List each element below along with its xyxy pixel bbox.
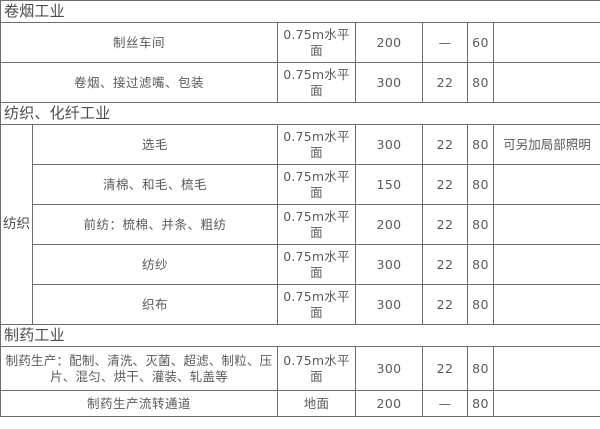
table-row: 前纺：梳棉、并条、粗纺 0.75m水平面 200 22 80 <box>1 204 600 245</box>
reference-plane: 0.75m水平面 <box>277 124 356 165</box>
section-header-row-tobacco: 卷烟工业 <box>0 0 600 23</box>
task-name: 选毛 <box>32 124 278 165</box>
ra-value: 80 <box>467 204 494 245</box>
ugr-value: 22 <box>422 124 468 165</box>
section-header-row-textile: 纺织、化纤工业 <box>0 102 600 125</box>
ra-value: 80 <box>467 62 494 103</box>
ugr-value: — <box>422 390 468 417</box>
illuminance-value: 300 <box>355 124 423 165</box>
illuminance-value: 300 <box>355 62 423 103</box>
illuminance-value: 300 <box>355 346 423 391</box>
task-name: 纺纱 <box>32 244 278 285</box>
remark-cell <box>492 284 600 325</box>
section-title-textile: 纺织、化纤工业 <box>0 102 600 125</box>
ra-value: 80 <box>467 284 494 325</box>
table-row: 纺纱 0.75m水平面 300 22 80 <box>1 244 600 285</box>
table-row: 卷烟、接过滤嘴、包装 0.75m水平面 300 22 80 <box>0 62 600 103</box>
remark-cell <box>492 244 600 285</box>
section-title-tobacco: 卷烟工业 <box>0 0 600 23</box>
remark-cell <box>492 164 600 205</box>
illuminance-value: 150 <box>355 164 423 205</box>
section-header-row-pharma: 制药工业 <box>0 324 600 347</box>
section-title-pharma: 制药工业 <box>0 324 600 347</box>
reference-plane: 0.75m水平面 <box>277 204 356 245</box>
illuminance-value: 200 <box>355 22 423 63</box>
reference-plane: 0.75m水平面 <box>277 164 356 205</box>
task-name: 制丝车间 <box>0 22 278 63</box>
task-name: 织布 <box>32 284 278 325</box>
ugr-value: 22 <box>422 62 468 103</box>
ugr-value: 22 <box>422 346 468 391</box>
table-row: 制药生产流转通道 地面 200 — 80 <box>0 390 600 417</box>
illuminance-value: 300 <box>355 244 423 285</box>
group-label-textile: 纺织 <box>0 124 33 325</box>
reference-plane: 0.75m水平面 <box>277 346 356 391</box>
ra-value: 80 <box>467 164 494 205</box>
remark-cell <box>492 390 600 417</box>
reference-plane: 0.75m水平面 <box>277 62 356 103</box>
ra-value: 80 <box>467 244 494 285</box>
table-row: 制药生产：配制、清洗、灭菌、超滤、制粒、压片、混匀、烘干、灌装、轧盖等 0.75… <box>0 346 600 391</box>
ra-value: 60 <box>467 22 494 63</box>
reference-plane: 0.75m水平面 <box>277 22 356 63</box>
reference-plane: 0.75m水平面 <box>277 284 356 325</box>
remark-cell <box>492 62 600 103</box>
reference-plane: 0.75m水平面 <box>277 244 356 285</box>
reference-plane: 地面 <box>277 390 356 417</box>
illuminance-value: 200 <box>355 204 423 245</box>
remark-cell <box>492 22 600 63</box>
task-name: 前纺：梳棉、并条、粗纺 <box>32 204 278 245</box>
table-row: 制丝车间 0.75m水平面 200 — 60 <box>0 22 600 63</box>
ugr-value: 22 <box>422 284 468 325</box>
remark-cell: 可另加局部照明 <box>492 124 600 165</box>
illuminance-value: 300 <box>355 284 423 325</box>
task-name: 卷烟、接过滤嘴、包装 <box>0 62 278 103</box>
ugr-value: 22 <box>422 244 468 285</box>
table-row: 织布 0.75m水平面 300 22 80 <box>1 284 600 325</box>
lighting-standards-table: 卷烟工业 制丝车间 0.75m水平面 200 — 60 卷烟、接过滤嘴、包装 0… <box>0 0 600 417</box>
task-name: 清棉、和毛、梳毛 <box>32 164 278 205</box>
task-name: 制药生产：配制、清洗、灭菌、超滤、制粒、压片、混匀、烘干、灌装、轧盖等 <box>0 346 278 391</box>
task-name: 制药生产流转通道 <box>0 390 278 417</box>
ra-value: 80 <box>467 390 494 417</box>
ugr-value: 22 <box>422 164 468 205</box>
table-row: 清棉、和毛、梳毛 0.75m水平面 150 22 80 <box>1 164 600 205</box>
ugr-value: 22 <box>422 204 468 245</box>
table-row: 纺织 选毛 0.75m水平面 300 22 80 可另加局部照明 <box>0 124 600 325</box>
ra-value: 80 <box>467 124 494 165</box>
remark-cell <box>492 346 600 391</box>
ugr-value: — <box>422 22 468 63</box>
ra-value: 80 <box>467 346 494 391</box>
remark-cell <box>492 204 600 245</box>
illuminance-value: 200 <box>355 390 423 417</box>
